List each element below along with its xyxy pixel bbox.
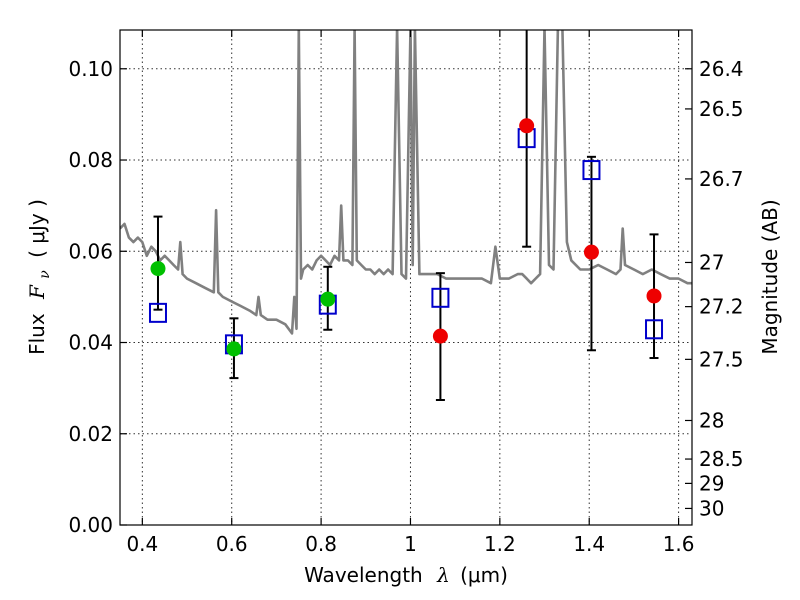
plot-frame (119, 29, 693, 526)
tick-layer: 0.4 0.6 0.8 1 1.2 1.4 1.6 0.00 0.02 0.04 0.06 0.08 0… (68, 30, 744, 556)
y2-tick-label: 27.2 (699, 295, 744, 319)
y2-tick-label: 30 (699, 496, 724, 520)
green-data-point (226, 341, 242, 357)
x-tick-label: 1 (404, 532, 417, 556)
y-axis-label-symbol: F (25, 284, 49, 300)
y2-tick-label: 28 (699, 408, 724, 432)
x-tick-label: 0.6 (216, 532, 248, 556)
green-data-point (320, 291, 336, 307)
x-tick-label: 0.4 (126, 532, 158, 556)
y2-tick-label: 28.5 (699, 447, 744, 471)
y2-tick-label: 27.5 (699, 347, 744, 371)
y2-tick-label: 26.7 (699, 167, 744, 191)
x-axis-label: Wavelength λ (μm) (304, 563, 508, 587)
y2-tick-label: 27 (699, 250, 724, 274)
x-tick-label: 0.8 (305, 532, 337, 556)
y-axis-label-sub: ν (37, 270, 53, 279)
y-tick-label: 0.04 (68, 331, 113, 355)
model-square-point (148, 302, 167, 323)
y2-axis-label: Magnitude (AB) (758, 199, 782, 354)
marker-layer (148, 118, 664, 357)
y-tick-label: 0.08 (68, 148, 113, 172)
x-axis-label-text: Wavelength (304, 563, 423, 587)
y-axis-label-unit: ( μJy ) (25, 199, 49, 258)
red-data-point (646, 288, 662, 304)
x-tick-label: 1.4 (573, 532, 605, 556)
model-square-point (582, 160, 601, 181)
model-spectrum-layer (120, 30, 692, 335)
red-data-point (519, 118, 535, 134)
y-tick-label: 0.02 (68, 422, 113, 446)
y-tick-label: 0.00 (68, 513, 113, 537)
y2-tick-label: 26.4 (699, 57, 744, 81)
y-tick-label: 0.10 (68, 57, 113, 81)
y-axis-label-text: Flux (25, 313, 49, 355)
y2-tick-label: 26.5 (699, 97, 744, 121)
green-data-point (150, 261, 166, 277)
y-tick-label: 0.06 (68, 239, 113, 263)
red-data-point (583, 244, 599, 260)
model-spectrum-line (120, 30, 692, 335)
y2-tick-label: 29 (699, 471, 724, 495)
x-axis-label-unit: (μm) (460, 563, 508, 587)
model-square-point (431, 287, 450, 308)
model-square-point (645, 319, 664, 340)
x-axis-label-symbol: λ (436, 563, 450, 587)
y-axis-label: Flux F ν ( μJy ) (25, 199, 54, 355)
red-data-point (432, 328, 448, 344)
x-tick-label: 1.2 (484, 532, 516, 556)
x-tick-label: 1.6 (663, 532, 695, 556)
